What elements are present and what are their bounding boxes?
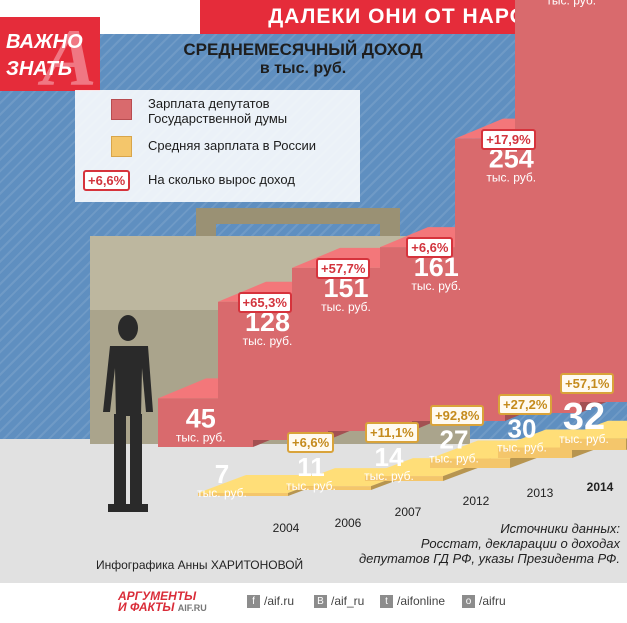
social-vk-text: /aif_ru [331,594,365,608]
legend-label-deputies-line1: Зарплата депутатов [148,96,270,111]
bars-layer [158,0,627,496]
russia-value-2013: 30 [508,414,537,444]
social-twitter-text: /aifonline [397,594,446,608]
chart-title: СРЕДНЕМЕСЯЧНЫЙ ДОХОД [183,40,423,59]
russia-value-2006: 11 [297,452,325,482]
legend-swatch-russia [111,136,132,157]
russia-value-2004: 7 [215,459,229,489]
ok-icon: o [462,595,475,609]
russia-unit-2006: тыс. руб. [286,479,336,493]
deputy-growth-badge-2013: +17,9% [481,128,536,150]
deputy-unit-2004: тыс. руб. [176,430,226,444]
russia-unit-2013: тыс. руб. [497,441,547,455]
year-label-2013: 2013 [527,486,554,500]
deputy-growth-badge-2006: +65,3% [237,291,292,313]
russia-unit-2004: тыс. руб. [197,486,247,500]
publisher-site: AIF.RU [177,603,207,613]
publisher-logo: АРГУМЕНТЫ И ФАКТЫ AIF.RU [118,589,207,614]
sources-line-2: Росстат, декларации о доходах [420,536,620,551]
legend-label-deputies-line2: Государственной думы [148,111,288,126]
social-ok-text: /aifru [479,594,506,608]
legend-label-russia: Средняя зарплата в России [148,138,317,153]
aif-a-icon: А [42,12,97,103]
russia-growth-badge-2006: +6,6% [287,432,335,454]
russia-growth-badge-2014: +57,1% [560,372,615,394]
deputy-bar-2014 [515,0,627,403]
background-footer [0,583,627,623]
legend-label-deputies: Зарплата депутатов Государственной думы [148,96,287,126]
rubric-word-2: ЗНАТЬ [6,58,73,80]
legend-label-growth: На сколько вырос доход [148,172,295,187]
russia-growth-badge-2012: +92,8% [430,404,485,426]
sources-block: Источники данных: Росстат, декларации о … [330,521,620,566]
russia-value-2012: 27 [440,425,469,455]
legend-badge-example: +6,6% [83,170,131,191]
deputy-growth-badge-2007: +57,7% [316,257,371,279]
social-facebook-text: /aif.ru [264,594,295,608]
man-silhouette [103,315,153,512]
publisher-logo-line2: И ФАКТЫ [118,600,175,614]
russia-growth-badge-2007: +11,1% [365,422,419,444]
facebook-icon: f [247,595,260,609]
social-ok-link[interactable]: o/aifru [462,594,506,609]
russia-unit-2012: тыс. руб. [429,452,479,466]
deputy-unit-2013: тыс. руб. [486,171,536,185]
year-label-2006: 2006 [335,516,362,530]
social-vk-link[interactable]: B/aif_ru [314,594,365,609]
deputy-value-2004: 45 [186,403,216,433]
chart-unit: в тыс. руб. [259,60,347,77]
sources-line-3: депутатов ГД РФ, указы Президента РФ. [358,551,620,566]
russia-value-2014: 32 [563,396,605,438]
year-label-2014: 2014 [587,480,614,494]
deputy-unit-2007: тыс. руб. [321,300,371,314]
rubric-logo: А ВАЖНО ЗНАТЬ [0,12,100,103]
russia-growth-badge-2013: +27,2% [498,393,553,415]
year-label-2004: 2004 [273,521,300,535]
year-label-2007: 2007 [395,505,422,519]
vk-icon: B [314,595,327,609]
russia-value-2007: 14 [375,442,404,472]
rubric-word-1: ВАЖНО [6,31,83,53]
sources-line-1: Источники данных: [500,521,620,536]
publisher-logo-line1: АРГУМЕНТЫ [118,589,197,603]
deputy-growth-badge-2012: +6,6% [406,237,454,259]
russia-unit-2014: тыс. руб. [559,432,609,446]
social-twitter-link[interactable]: t/aifonline [380,594,446,609]
legend-swatch-deputies [111,99,132,120]
russia-unit-2007: тыс. руб. [364,469,414,483]
credit-text: Инфографика Анны ХАРИТОНОВОЙ [96,558,304,572]
deputy-unit-2012: тыс. руб. [411,279,461,293]
deputy-unit-2014: тыс. руб. [546,0,596,7]
year-label-2012: 2012 [463,494,490,508]
social-facebook-link[interactable]: f/aif.ru [247,594,295,609]
deputy-unit-2006: тыс. руб. [243,334,293,348]
twitter-icon: t [380,595,393,609]
